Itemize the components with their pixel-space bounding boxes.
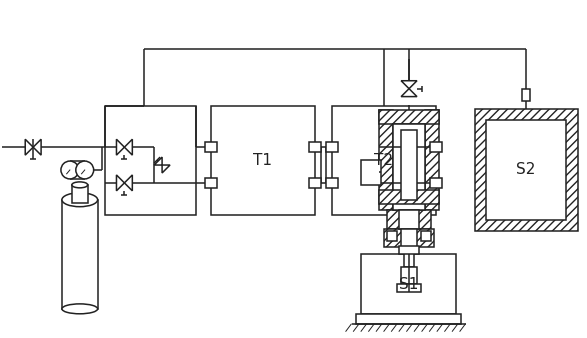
Polygon shape xyxy=(124,139,132,155)
Polygon shape xyxy=(162,165,170,173)
Bar xyxy=(211,105,315,215)
Ellipse shape xyxy=(62,193,97,207)
Bar xyxy=(522,89,530,101)
Ellipse shape xyxy=(72,182,87,188)
Bar xyxy=(379,111,439,124)
Bar xyxy=(379,190,439,204)
Polygon shape xyxy=(401,81,417,89)
Bar xyxy=(387,210,431,230)
Bar xyxy=(404,247,414,267)
Bar xyxy=(326,142,338,152)
Bar xyxy=(72,185,87,203)
Bar xyxy=(309,178,321,188)
Text: S2: S2 xyxy=(517,163,536,177)
Bar xyxy=(399,210,419,230)
Bar xyxy=(205,142,217,152)
Bar xyxy=(487,120,566,220)
Ellipse shape xyxy=(62,304,97,314)
Bar xyxy=(393,124,425,210)
Bar xyxy=(425,111,439,210)
Bar xyxy=(387,232,397,241)
Bar xyxy=(326,178,338,188)
Bar xyxy=(332,105,436,215)
Bar xyxy=(401,130,417,200)
Bar xyxy=(401,230,417,247)
Bar xyxy=(309,142,321,152)
Circle shape xyxy=(76,161,94,179)
Polygon shape xyxy=(25,139,33,155)
Polygon shape xyxy=(116,139,124,155)
Text: T1: T1 xyxy=(253,152,272,168)
Polygon shape xyxy=(401,89,417,97)
Polygon shape xyxy=(33,139,41,155)
Bar xyxy=(205,178,217,188)
Polygon shape xyxy=(154,157,162,165)
Circle shape xyxy=(61,161,79,179)
Bar xyxy=(379,111,393,210)
Bar xyxy=(430,142,442,152)
Bar xyxy=(62,200,97,309)
Bar xyxy=(104,105,196,215)
Text: T2: T2 xyxy=(375,152,393,168)
Polygon shape xyxy=(124,175,132,191)
Text: S1: S1 xyxy=(399,276,418,292)
Bar xyxy=(384,230,434,247)
Bar xyxy=(362,254,456,314)
Bar xyxy=(474,108,578,232)
Polygon shape xyxy=(116,175,124,191)
Bar xyxy=(430,178,442,188)
Bar xyxy=(362,160,382,185)
Bar xyxy=(399,246,419,254)
Bar xyxy=(356,314,461,324)
Bar xyxy=(397,284,421,292)
Bar xyxy=(421,232,431,241)
Bar xyxy=(401,267,417,284)
